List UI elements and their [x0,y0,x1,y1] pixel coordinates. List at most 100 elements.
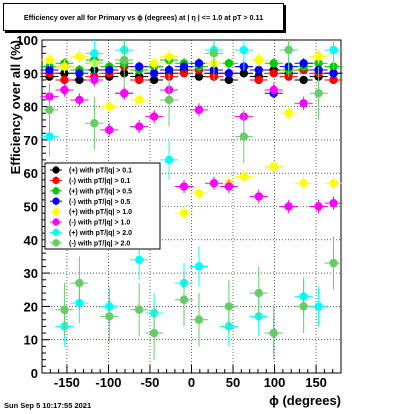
data-point [75,52,84,61]
data-point [284,109,293,118]
data-point [194,188,204,198]
data-point [284,202,293,211]
data-point [45,105,54,115]
data-point [60,75,69,85]
data-point [329,198,338,208]
data-point [179,182,189,191]
data-point [90,49,99,58]
y-tick-label: 50 [24,200,38,215]
data-point [269,59,278,68]
data-point [105,65,114,75]
data-point [105,125,114,135]
legend-entry: (+) with pT/|q| > 1.0 [69,209,132,216]
legend-marker [52,208,60,216]
data-point [105,312,114,321]
x-axis-label: ϕ (degrees) [269,393,341,408]
data-point [134,62,144,71]
series-group [40,40,343,360]
data-point [254,55,263,65]
data-point [75,95,84,105]
legend-entry: (+) with pT/|q| > 0.5 [69,188,132,195]
legend-entry: (-) with pT/|q| > 1.0 [69,220,130,227]
data-point [254,192,263,201]
data-point [299,178,308,188]
data-point [149,69,159,78]
data-point [194,315,204,324]
data-point [179,295,189,304]
data-point [45,55,54,65]
data-point [149,59,159,68]
data-point [209,49,219,58]
legend-marker [52,228,60,236]
data-point [314,202,323,211]
chart-title: Efficiency over all for Primary vs ϕ (de… [23,12,264,22]
y-tick-label: 60 [24,166,38,181]
x-tick-label: -50 [141,375,160,390]
data-point [134,255,144,264]
x-tick-label: -100 [95,375,121,390]
chart-title-box: Efficiency over all for Primary vs ϕ (de… [3,3,284,31]
data-point [284,72,293,81]
data-point [90,119,99,128]
y-tick-label: 0 [31,366,38,381]
data-point [269,69,278,78]
data-point [224,59,234,68]
data-point [329,178,338,188]
y-tick-label: 80 [24,100,38,115]
data-point [209,178,219,188]
data-point [299,302,308,311]
data-point [120,89,129,98]
data-point [239,69,249,78]
y-tick-label: 30 [24,266,38,281]
legend-marker [52,239,60,247]
data-point [224,69,234,78]
y-axis-label: Efficiency over all (%) [8,40,23,174]
legend-entry: (+) with pT/|q| > 0.1 [69,168,132,175]
data-point [329,45,338,55]
data-point [299,59,308,68]
y-tick-label: 40 [24,233,38,248]
data-point [299,75,308,85]
x-tick-label: 100 [264,375,286,390]
data-point [90,75,99,85]
data-point [269,85,278,95]
timestamp-footer: Sun Sep 5 10:17:55 2021 [4,401,92,410]
legend-entry: (+) with pT/|q| > 2.0 [69,230,132,237]
series-group [40,73,343,214]
data-point [149,112,159,121]
data-point [239,132,249,141]
y-tick-label: 10 [24,333,38,348]
x-tick-label: 150 [305,375,327,390]
data-point [149,328,159,338]
legend-entry: (-) with pT/|q| > 2.0 [69,240,130,247]
data-point [329,75,338,85]
data-point [149,75,159,85]
data-point [269,328,278,338]
data-point [239,45,249,55]
data-point [75,278,84,288]
data-point [75,69,84,78]
y-tick-label: 70 [24,133,38,148]
data-point [314,302,323,311]
data-point [134,75,144,85]
data-point [194,105,204,115]
data-point [179,62,189,71]
x-tick-label: 0 [188,375,195,390]
data-point [329,258,338,268]
data-point [60,305,69,314]
data-point [164,52,174,61]
data-point [284,45,293,55]
legend-entry: (-) with pT/|q| > 0.1 [69,178,130,185]
data-point [314,89,323,98]
data-point [194,262,204,271]
data-point [134,122,144,131]
data-point [164,155,174,165]
data-point [75,75,84,85]
data-point [194,72,204,81]
data-point [60,62,69,71]
data-point [254,75,263,85]
legend-marker [52,166,60,174]
data-point [134,305,144,314]
data-point [60,85,69,95]
